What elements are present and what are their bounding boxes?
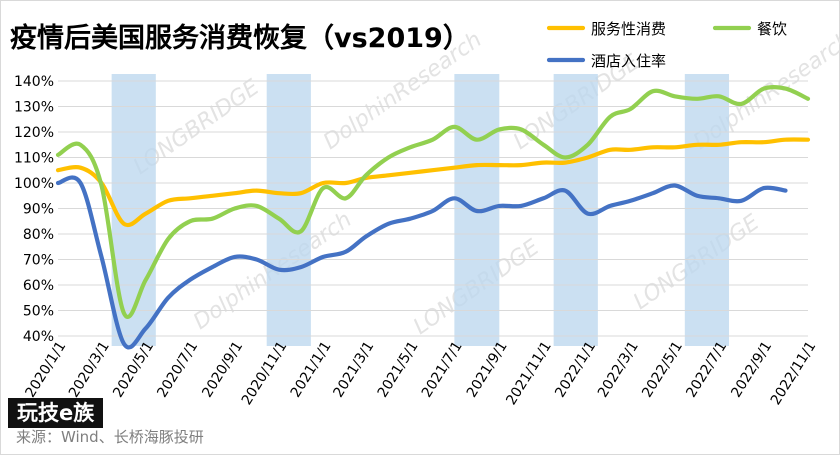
x-tick-label: 2022/7/1	[683, 339, 730, 401]
chart-title: 疫情后美国服务消费恢复（vs2019）	[10, 23, 470, 54]
x-tick-label: 2021/1/1	[288, 339, 335, 401]
x-tick-label: 2020/5/1	[110, 339, 157, 401]
x-tick-label: 2022/3/1	[595, 339, 642, 401]
x-tick-label: 2022/11/1	[768, 339, 820, 408]
y-axis-ticks: 40% 50% 60% 70% 80% 90% 100% 110% 120% 130% 140%	[14, 74, 54, 345]
legend-label: 酒店入住率	[591, 52, 666, 70]
x-tick-label: 2021/9/1	[464, 339, 511, 401]
x-tick-label: 2020/9/1	[199, 339, 246, 401]
y-tick-label: 70%	[23, 253, 54, 269]
x-tick-label: 2021/3/1	[330, 339, 377, 401]
legend-label: 餐饮	[757, 20, 787, 38]
x-tick-label: 2021/11/1	[503, 339, 555, 408]
y-tick-label: 100%	[14, 176, 54, 192]
x-tick-label: 2022/1/1	[552, 339, 599, 401]
y-tick-label: 80%	[23, 227, 54, 243]
series-line-1	[55, 137, 811, 228]
watermark-badge: 玩技e族	[8, 398, 104, 428]
y-tick-label: 60%	[23, 278, 54, 294]
source-note: 来源：Wind、长桥海豚投研	[16, 428, 204, 446]
legend-label: 服务性消费	[591, 20, 666, 38]
x-tick-label: 2020/1/1	[22, 339, 69, 401]
y-tick-label: 40%	[23, 329, 54, 345]
y-tick-label: 50%	[23, 304, 54, 320]
x-axis-ticks: 2020/1/12020/3/12020/5/12020/7/12020/9/1…	[22, 339, 819, 408]
x-tick-label: 2022/9/1	[728, 339, 775, 401]
y-tick-label: 110%	[14, 151, 54, 167]
x-tick-label: 2020/7/1	[154, 339, 201, 401]
x-tick-label: 2021/5/1	[375, 339, 422, 401]
series-lines	[55, 84, 811, 350]
series-line-3	[55, 175, 788, 350]
shaded-period	[266, 74, 311, 346]
x-tick-label: 2020/11/1	[239, 339, 291, 408]
series-line-2	[55, 84, 811, 319]
shaded-period	[553, 74, 598, 346]
y-tick-label: 90%	[23, 202, 54, 218]
x-tick-label: 2021/7/1	[419, 339, 466, 401]
shaded-period	[684, 74, 730, 346]
gridlines	[58, 80, 808, 337]
x-tick-label: 2020/3/1	[66, 339, 113, 401]
y-tick-label: 140%	[14, 74, 54, 90]
x-tick-label: 2022/5/1	[639, 339, 686, 401]
y-tick-label: 130%	[14, 100, 54, 116]
y-tick-label: 120%	[14, 125, 54, 141]
